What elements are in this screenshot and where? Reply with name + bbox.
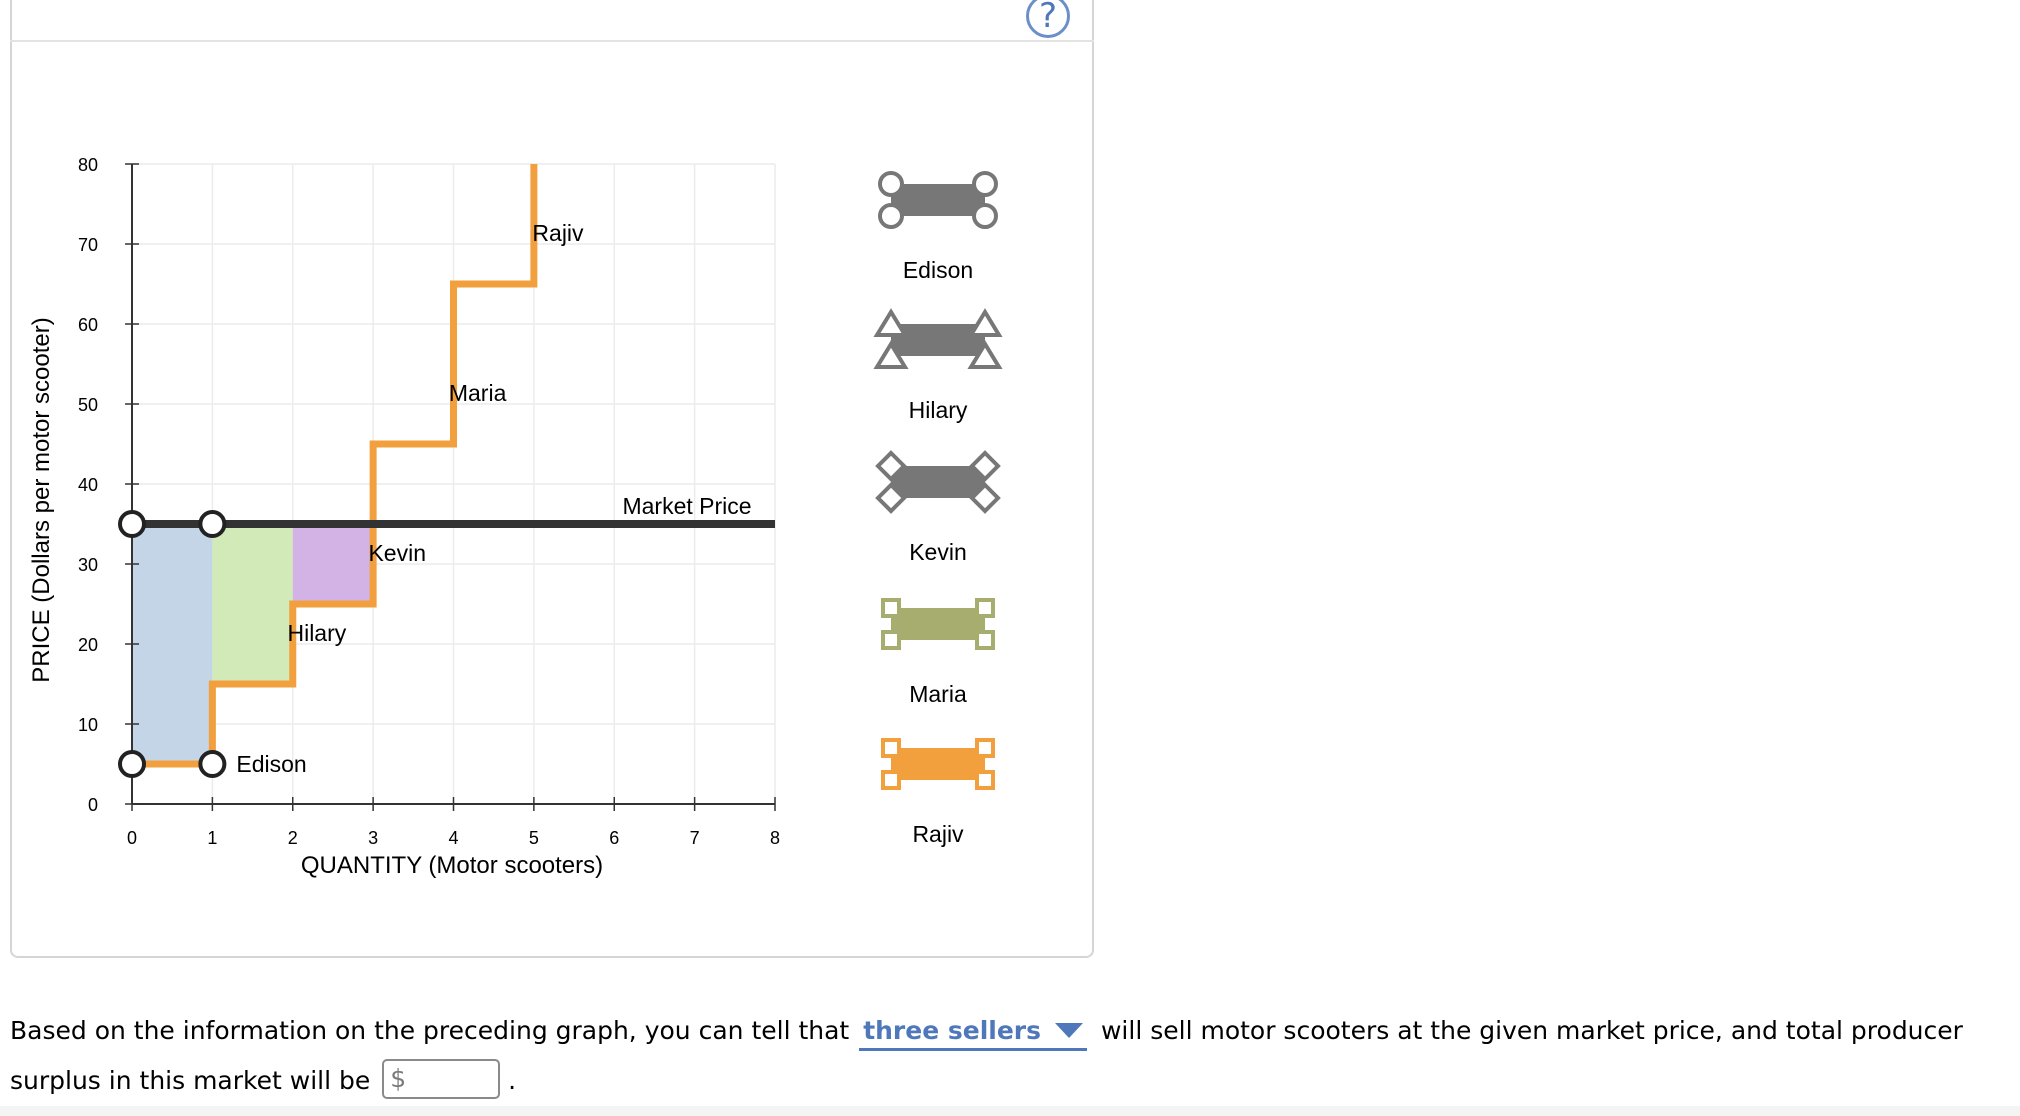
- question-part-2: will sell motor scooters at the given ma…: [10, 1016, 1963, 1095]
- legend-swatch-rajiv: [891, 748, 985, 780]
- legend-triangle-icon: [967, 308, 1003, 337]
- x-tick-label: 8: [770, 828, 780, 848]
- legend-item-hilary: Hilary: [873, 308, 1003, 423]
- legend-label-kevin: Kevin: [909, 539, 967, 565]
- surplus-region-edison: [132, 524, 213, 764]
- seller-label-edison: Edison: [236, 751, 306, 777]
- x-tick-label: 4: [448, 828, 458, 848]
- legend-square-icon: [975, 770, 995, 790]
- y-tick-label: 40: [78, 475, 98, 495]
- chevron-down-icon: [1055, 1022, 1084, 1038]
- y-tick-label: 60: [78, 315, 98, 335]
- tick-labels: 0 10 20 30 40 50 60 70 80 0 1 2 3 4 5 6 7 8: [78, 155, 780, 848]
- axes: [125, 163, 776, 811]
- seller-count-dropdown-value: three sellers: [863, 1016, 1042, 1045]
- legend-swatch-hilary: [891, 324, 985, 356]
- y-tick-label: 50: [78, 395, 98, 415]
- marker-edison-circle: [118, 750, 146, 778]
- producer-surplus-field[interactable]: $: [382, 1059, 501, 1099]
- y-tick-label: 0: [88, 795, 98, 815]
- y-tick-label: 10: [78, 715, 98, 735]
- x-axis-title: QUANTITY (Motor scooters): [301, 852, 603, 879]
- legend-swatch-edison: [891, 184, 985, 216]
- surplus-region-kevin: [292, 524, 374, 604]
- legend-square-icon: [975, 630, 995, 650]
- seller-label-kevin: Kevin: [368, 540, 426, 566]
- surplus-regions: [132, 524, 374, 764]
- legend-item-maria: Maria: [881, 598, 995, 707]
- legend-diamond-icon: [969, 482, 1001, 514]
- legend-diamond-icon: [875, 482, 907, 514]
- question-end: .: [508, 1066, 517, 1095]
- producer-surplus-input[interactable]: [412, 1063, 495, 1095]
- grid: [132, 163, 776, 804]
- x-tick-label: 1: [207, 828, 217, 848]
- legend-label-rajiv: Rajiv: [912, 821, 964, 847]
- legend-triangle-icon: [967, 340, 1003, 369]
- legend-item-kevin: Kevin: [875, 450, 1001, 565]
- legend-square-icon: [881, 738, 901, 758]
- legend-square-icon: [881, 770, 901, 790]
- marker-edison-circle: [198, 510, 227, 538]
- marker-edison-circle: [118, 510, 146, 538]
- question-mark-icon[interactable]: ?: [1026, 0, 1070, 38]
- legend-triangle-icon: [873, 340, 909, 369]
- supply-chart: 0 10 20 30 40 50 60 70 80 0 1 2 3 4 5 6 7 8 Market Price E…: [28, 155, 1003, 879]
- x-tick-label: 3: [368, 828, 378, 848]
- legend: Edison Hilary Kevin Maria Rajiv: [873, 171, 1003, 847]
- market-price-label: Market Price: [622, 493, 751, 519]
- legend-label-maria: Maria: [909, 681, 967, 707]
- footer-strip: [0, 1106, 2020, 1116]
- y-tick-label: 30: [78, 555, 98, 575]
- placed-markers: [118, 510, 227, 778]
- legend-label-edison: Edison: [903, 257, 973, 283]
- legend-circle-icon: [972, 171, 998, 197]
- legend-circle-icon: [878, 171, 904, 197]
- legend-square-icon: [975, 598, 995, 618]
- y-tick-label: 70: [78, 235, 98, 255]
- legend-item-rajiv: Rajiv: [881, 738, 995, 847]
- question-part-1: Based on the information on the precedin…: [10, 1016, 850, 1045]
- seller-count-dropdown[interactable]: three sellers: [859, 1014, 1088, 1051]
- seller-label-rajiv: Rajiv: [532, 220, 584, 246]
- x-tick-label: 5: [529, 828, 539, 848]
- legend-circle-icon: [972, 203, 998, 229]
- legend-circle-icon: [878, 203, 904, 229]
- legend-diamond-icon: [969, 450, 1001, 482]
- dollar-sign: $: [390, 1064, 407, 1093]
- seller-label-hilary: Hilary: [287, 620, 346, 646]
- legend-square-icon: [881, 598, 901, 618]
- x-tick-label: 7: [690, 828, 700, 848]
- legend-triangle-icon: [873, 308, 909, 337]
- y-tick-label: 80: [78, 155, 98, 175]
- x-tick-label: 2: [288, 828, 298, 848]
- x-tick-label: 6: [609, 828, 619, 848]
- y-axis-title: PRICE (Dollars per motor scooter): [28, 317, 55, 682]
- curve-labels: Market Price Edison Hilary Kevin Maria Rajiv: [236, 220, 751, 777]
- marker-edison-circle: [198, 750, 227, 778]
- legend-item-edison: Edison: [878, 171, 998, 283]
- legend-square-icon: [881, 630, 901, 650]
- question-text: Based on the information on the precedin…: [10, 1006, 1970, 1106]
- surplus-region-hilary: [212, 524, 293, 684]
- seller-label-maria: Maria: [449, 380, 507, 406]
- legend-label-hilary: Hilary: [909, 397, 968, 423]
- supply-curve: [132, 164, 538, 768]
- x-tick-label: 0: [127, 828, 137, 848]
- legend-diamond-icon: [875, 450, 907, 482]
- panel-divider: [10, 40, 1094, 42]
- legend-swatch-maria: [891, 608, 985, 640]
- legend-swatch-kevin: [891, 466, 985, 498]
- y-tick-label: 20: [78, 635, 98, 655]
- legend-square-icon: [975, 738, 995, 758]
- curves: [132, 164, 775, 768]
